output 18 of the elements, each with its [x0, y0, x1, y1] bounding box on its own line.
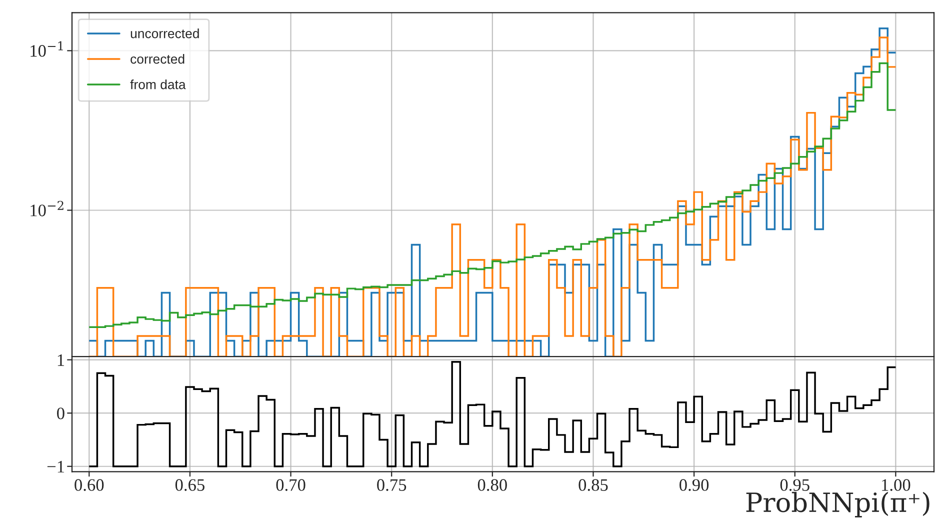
y-tick-label: −1	[47, 460, 64, 472]
y-tick-label: 1	[58, 354, 64, 366]
y-tick-label: 10$^{−2}$	[30, 200, 64, 216]
x-tick-label: 0.95	[780, 479, 810, 491]
x-tick-label: 0.85	[578, 479, 608, 491]
legend-label: uncorrected	[130, 28, 199, 38]
x-tick-label: 0.90	[680, 479, 709, 491]
y-tick-label: 0	[57, 408, 64, 420]
y-tick-label: 10$^{−1}$	[30, 41, 63, 57]
x-tick-label: 0.65	[175, 479, 204, 491]
legend-label: from data	[130, 80, 186, 90]
x-axis-title: ProbNNpi(π⁺)	[746, 492, 930, 518]
legend-label: corrected	[130, 54, 184, 64]
x-tick-label: 0.60	[74, 479, 104, 491]
x-tick-label: 0.80	[478, 479, 507, 491]
x-tick-label: 0.70	[276, 479, 306, 491]
x-tick-label: 1.00	[882, 479, 910, 491]
x-tick-label: 0.75	[377, 479, 406, 491]
